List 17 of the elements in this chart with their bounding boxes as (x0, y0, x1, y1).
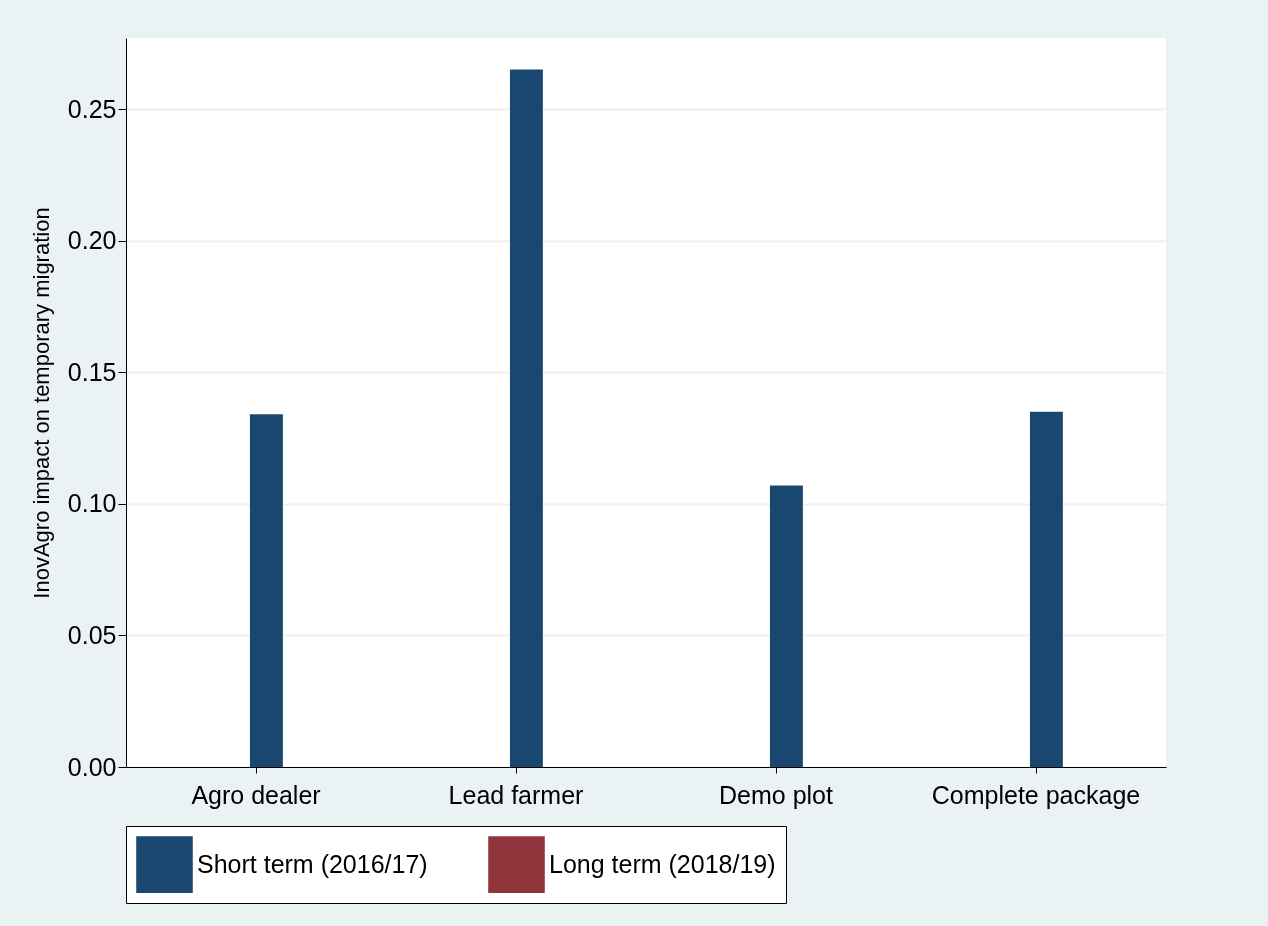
bar (769, 485, 803, 767)
bar (249, 414, 283, 767)
y-axis-title: InovAgro impact on temporary migration (28, 207, 54, 599)
x-tick-label: Agro dealer (191, 780, 321, 809)
x-tick-label: Demo plot (719, 780, 834, 809)
bar (509, 69, 543, 767)
y-tick-label: 0.25 (67, 94, 117, 123)
legend-label: Short term (2016/17) (197, 849, 428, 878)
x-tick-label: Complete package (931, 780, 1141, 809)
y-tick-label: 0.00 (67, 752, 117, 781)
legend-label: Long term (2018/19) (549, 849, 776, 878)
y-tick-label: 0.20 (67, 226, 117, 255)
y-tick-label: 0.05 (67, 620, 117, 649)
x-tick-label: Lead farmer (448, 780, 584, 809)
y-tick-label: 0.10 (67, 489, 117, 518)
bar (1029, 411, 1063, 767)
y-tick-label: 0.15 (67, 357, 117, 386)
